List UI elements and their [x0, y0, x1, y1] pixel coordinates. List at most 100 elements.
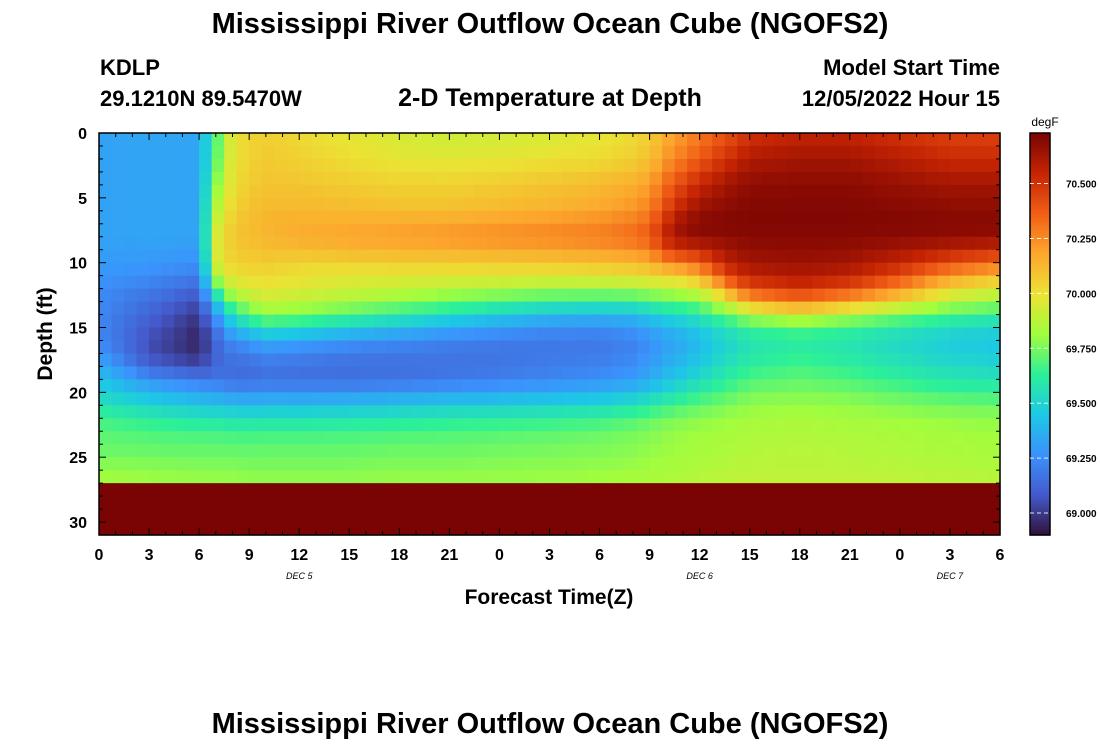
heatmap-cell: [949, 314, 964, 329]
heatmap-cell: [149, 470, 163, 484]
heatmap-cell: [549, 197, 563, 212]
heatmap-cell: [124, 249, 138, 264]
heatmap-cell: [924, 327, 939, 342]
heatmap-cell: [399, 314, 413, 329]
heatmap-cell: [837, 158, 851, 173]
heatmap-cell: [186, 197, 200, 212]
heatmap-cell: [862, 392, 876, 406]
heatmap-cell: [336, 457, 350, 471]
colorbar-segment: [1030, 161, 1050, 164]
heatmap-cell: [974, 236, 989, 251]
heatmap-cell: [299, 197, 313, 212]
heatmap-cell: [174, 197, 188, 212]
heatmap-cell: [486, 210, 501, 225]
heatmap-cell: [849, 133, 863, 147]
heatmap-cell: [299, 145, 313, 160]
heatmap-cell: [486, 275, 501, 290]
heatmap-cell: [536, 171, 551, 186]
colorbar-segment: [1030, 225, 1050, 229]
heatmap-cell: [824, 522, 838, 536]
heatmap-cell: [274, 262, 288, 277]
colorbar-segment: [1030, 450, 1050, 454]
heatmap-cell: [562, 340, 576, 355]
heatmap-cell: [674, 327, 688, 342]
heatmap-cell: [674, 366, 688, 380]
heatmap-cell: [136, 236, 150, 251]
x-tick-label: 18: [390, 547, 408, 564]
heatmap-cell: [774, 457, 788, 471]
heatmap-cell: [124, 509, 138, 523]
heatmap-cell: [849, 483, 863, 497]
heatmap-cell: [624, 509, 638, 523]
heatmap-cell: [599, 327, 613, 342]
heatmap-cell: [899, 379, 913, 393]
heatmap-cell: [149, 223, 163, 238]
heatmap-cell: [549, 522, 563, 536]
heatmap-cell: [624, 210, 638, 225]
heatmap-cell: [749, 444, 763, 458]
heatmap-cell: [236, 314, 250, 329]
heatmap-cell: [99, 223, 113, 238]
heatmap-cell: [837, 184, 851, 199]
heatmap-cell: [99, 158, 113, 173]
heatmap-cell: [924, 145, 939, 160]
heatmap-cell: [712, 171, 726, 186]
heatmap-cell: [812, 197, 826, 212]
heatmap-cell: [662, 405, 676, 419]
heatmap-cell: [924, 483, 939, 497]
heatmap-cell: [587, 184, 601, 199]
heatmap-cell: [899, 392, 913, 406]
heatmap-cell: [812, 210, 826, 225]
heatmap-cell: [737, 223, 751, 238]
heatmap-cell: [186, 249, 200, 264]
heatmap-cell: [99, 288, 113, 303]
colorbar-segment: [1030, 520, 1050, 524]
heatmap-cell: [887, 275, 901, 290]
heatmap-cell: [361, 223, 375, 238]
heatmap-cell: [812, 431, 826, 445]
heatmap-cell: [562, 522, 576, 536]
heatmap-cell: [461, 496, 476, 510]
heatmap-cell: [624, 405, 638, 419]
heatmap-cell: [674, 470, 688, 484]
heatmap-cell: [349, 509, 363, 523]
heatmap-cell: [774, 366, 788, 380]
heatmap-cell: [486, 340, 501, 355]
heatmap-cell: [249, 340, 263, 355]
heatmap-cell: [524, 262, 538, 277]
heatmap-cell: [599, 483, 613, 497]
colorbar-segment: [1030, 486, 1050, 490]
heatmap-cell: [812, 496, 826, 510]
heatmap-cell: [974, 145, 989, 160]
heatmap-cell: [186, 496, 200, 510]
heatmap-cell: [887, 223, 901, 238]
heatmap-cell: [411, 145, 425, 160]
heatmap-cell: [461, 171, 476, 186]
heatmap-cell: [974, 431, 989, 445]
heatmap-cell: [311, 314, 325, 329]
heatmap-cell: [361, 418, 375, 432]
heatmap-cell: [499, 171, 513, 186]
heatmap-cell: [224, 158, 238, 173]
heatmap-cell: [349, 522, 363, 536]
heatmap-cell: [274, 431, 288, 445]
heatmap-cell: [612, 171, 626, 186]
heatmap-cell: [699, 444, 713, 458]
heatmap-cell: [336, 509, 350, 523]
heatmap-cell: [386, 340, 400, 355]
heatmap-cell: [849, 223, 863, 238]
footer-title: Mississippi River Outflow Ocean Cube (NG…: [211, 708, 889, 740]
heatmap-cell: [662, 353, 676, 368]
colorbar-segment: [1030, 414, 1050, 418]
heatmap-cell: [549, 184, 563, 199]
heatmap-cell: [962, 288, 976, 303]
heatmap-cell: [449, 353, 463, 368]
colorbar-tick-label: 69.000: [1066, 509, 1097, 520]
heatmap-cell: [349, 444, 363, 458]
heatmap-cell: [236, 379, 250, 393]
heatmap-cell: [186, 418, 200, 432]
heatmap-cell: [274, 457, 288, 471]
heatmap-cell: [962, 171, 976, 186]
heatmap-cell: [549, 496, 563, 510]
heatmap-cell: [349, 496, 363, 510]
